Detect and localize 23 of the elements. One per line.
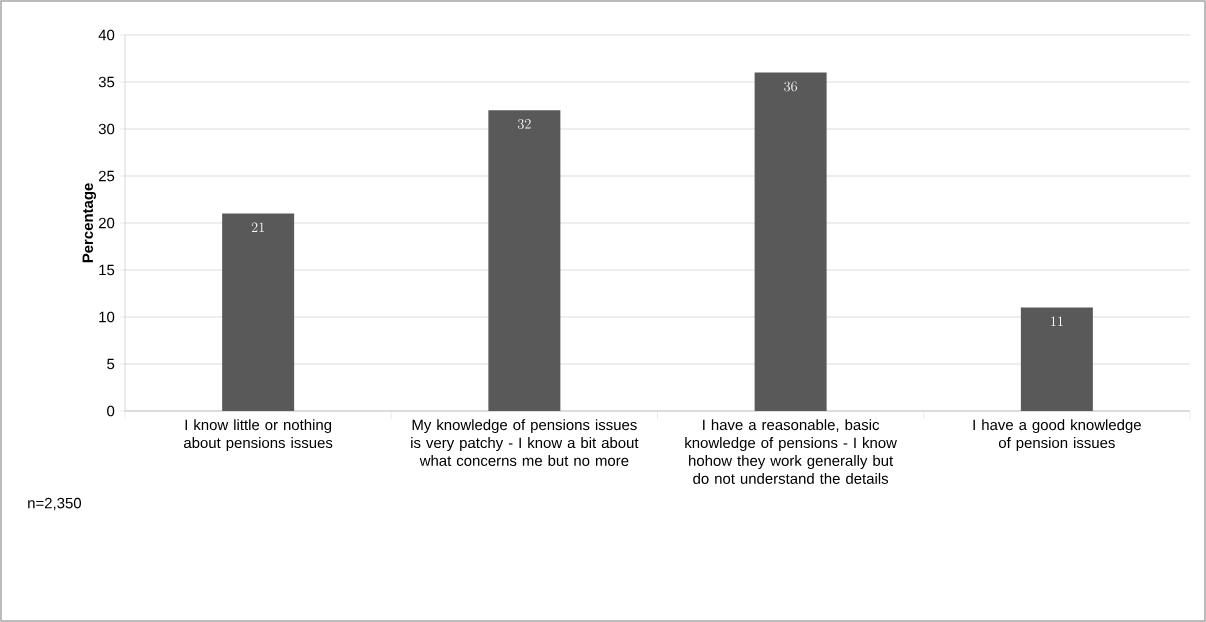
x-tick-label: My knowledge of pensions issues is very patchy - I know a bit about what concerns me but no more [411, 419, 639, 466]
bar [222, 213, 295, 411]
y-tick-label: 0 [107, 405, 115, 417]
y-tick-label: 15 [99, 264, 115, 276]
y-tick-label: 10 [99, 311, 115, 323]
bar [488, 110, 561, 411]
x-tick-label: I have a reasonable, basic knowledge of pensions - I know hohow they work generally but do not understand the details [685, 419, 897, 484]
data-label: 36 [784, 81, 798, 92]
y-tick-label: 25 [98, 170, 115, 182]
y-tick-label: 35 [98, 76, 115, 88]
text: n=2,350 [28, 497, 82, 511]
data-label: 21 [251, 222, 264, 233]
y-axis-title: Percentage [82, 183, 97, 263]
data-label: 32 [517, 119, 531, 129]
y-tick-label: 30 [98, 123, 115, 135]
data-label: 11 [1051, 316, 1063, 327]
y-tick-label: 5 [107, 358, 115, 370]
bar [754, 72, 827, 411]
x-tick-label: I know little or nothing about pensions issues [184, 419, 333, 452]
y-tick-label: 20 [98, 217, 115, 229]
bar [1020, 307, 1093, 411]
y-tick-label: 40 [98, 29, 115, 41]
x-tick-label: I have a good knowledge of pension issues [973, 419, 1141, 452]
